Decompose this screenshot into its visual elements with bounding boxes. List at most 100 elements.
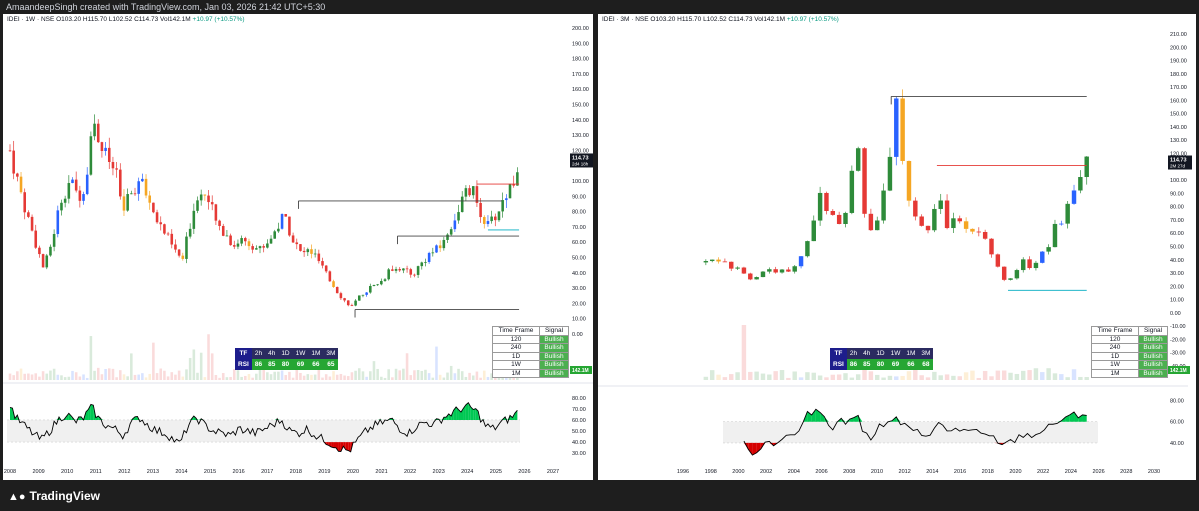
volume-bar <box>888 376 892 380</box>
time-axis-label: 2022 <box>404 469 416 475</box>
candle-body <box>450 229 453 234</box>
volume-bar <box>343 376 346 380</box>
candle-body <box>805 241 809 256</box>
volume-bar <box>31 374 34 380</box>
candle-body <box>64 199 67 203</box>
legend-open: O103.20 <box>650 16 675 23</box>
volume-bar <box>64 377 67 380</box>
volume-bar <box>428 373 431 380</box>
candle-body <box>329 271 332 281</box>
candle-body <box>913 201 917 217</box>
candle-body <box>90 136 93 174</box>
volume-bar <box>439 375 442 380</box>
volume-bar <box>461 371 464 380</box>
price-axis-label: 160.00 <box>1170 98 1187 104</box>
candle-body <box>483 217 486 224</box>
candle-body <box>270 239 273 244</box>
price-axis-label: -10.00 <box>1170 324 1186 330</box>
chart-panel-right[interactable]: IDEI · 3M · NSE O103.20 H115.70 L102.52 … <box>598 14 1196 480</box>
volume-bar <box>163 371 166 380</box>
volume-bar <box>476 372 479 380</box>
chart-canvas-left[interactable]: 200.00 190.00 180.00 170.00 160.00 150.00 140.… <box>3 14 593 480</box>
volume-bar <box>262 369 265 380</box>
volume-bar <box>945 374 949 380</box>
candle-body <box>38 248 41 254</box>
chart-panel-left[interactable]: IDEI · 1W · NSE O103.20 H115.70 L102.52 … <box>3 14 593 480</box>
candle-body <box>977 232 981 233</box>
candle-body <box>938 200 942 208</box>
footer-bar: ▲● TradingView <box>0 480 1199 511</box>
time-axis-label: 2010 <box>871 469 883 475</box>
price-axis-label: 0.00 <box>572 332 583 338</box>
time-axis-label: 2006 <box>815 469 827 475</box>
candle-body <box>856 148 860 171</box>
volume-bar <box>79 377 82 380</box>
candle-body <box>754 277 758 279</box>
candle-body <box>1072 190 1076 203</box>
candle-body <box>490 217 493 221</box>
rsi-axis-label: 80.00 <box>572 396 586 402</box>
rsi-timeframe-table-left: TF 2h 4h 1D 1W 1M 3M RSI 86 85 80 69 66 … <box>235 348 338 370</box>
candle-body <box>130 193 133 194</box>
candle-body <box>742 268 746 274</box>
signal-tf-cell: 1D <box>493 352 540 361</box>
volume-bar <box>1046 368 1050 380</box>
price-axis-label: 170.00 <box>572 72 589 78</box>
time-axis-label: 2020 <box>347 469 359 475</box>
candle-body <box>888 157 892 191</box>
price-axis-label: 20.00 <box>1170 284 1184 290</box>
volume-bar <box>281 371 284 380</box>
volume-bar <box>307 374 310 380</box>
volume-bar <box>148 374 151 380</box>
volume-bar <box>233 369 236 380</box>
volume-bar <box>266 372 269 380</box>
signal-value-cell: Bullish <box>1139 344 1168 353</box>
volume-bar <box>365 377 368 380</box>
tradingview-logo[interactable]: ▲● TradingView <box>8 489 100 503</box>
volume-bar <box>748 372 752 380</box>
candle-body <box>71 180 74 183</box>
candle-body <box>27 212 30 217</box>
legend-close: C114.73 <box>134 16 158 23</box>
candle-body <box>1059 224 1063 225</box>
time-axis-label: 2016 <box>954 469 966 475</box>
signal-value-cell: Bullish <box>1139 369 1168 378</box>
rsi-value-cell: 69 <box>888 359 904 370</box>
rsi-oversold-fill <box>346 442 348 450</box>
volume-bar <box>926 377 930 380</box>
signal-tf-cell: 1D <box>1092 352 1139 361</box>
time-axis-label: 2025 <box>490 469 502 475</box>
rsi-axis-label: 80.00 <box>1170 398 1184 404</box>
candle-body <box>229 236 232 246</box>
candle-body <box>989 239 993 255</box>
volume-bar <box>204 377 207 380</box>
chart-canvas-right[interactable]: 210.00 200.00 190.00 180.00 170.00 160.00 150.… <box>598 14 1196 480</box>
rsi-overbought-fill <box>820 412 824 421</box>
signal-tf-cell: 1W <box>493 361 540 370</box>
volume-bar <box>1072 369 1076 380</box>
signal-header-timeframe: Time Frame <box>493 327 540 336</box>
candle-body <box>45 255 48 267</box>
time-axis-label: 2000 <box>732 469 744 475</box>
candle-body <box>446 235 449 240</box>
candle-body <box>248 241 251 246</box>
price-axis-label: 140.00 <box>1170 125 1187 131</box>
price-axis-label: 10.00 <box>1170 298 1184 304</box>
volume-bar <box>472 376 475 380</box>
tf-header-cell: 2h <box>847 348 860 359</box>
volume-bar <box>761 374 765 380</box>
price-axis-label: 0.00 <box>1170 311 1181 317</box>
volume-bar <box>45 374 48 380</box>
time-axis-label: 2012 <box>118 469 130 475</box>
legend-low: L102.52 <box>109 16 133 23</box>
candle-body <box>454 220 457 229</box>
volume-bar <box>1021 371 1025 380</box>
volume-bar <box>292 378 295 380</box>
rsi-value-cell: 68 <box>918 359 933 370</box>
candle-body <box>983 232 987 239</box>
volume-tag-value: 142.1M <box>1170 368 1187 374</box>
volume-bar <box>215 375 218 380</box>
volume-bar <box>373 361 376 380</box>
candle-body <box>932 209 936 230</box>
signal-tf-cell: 120 <box>493 335 540 344</box>
